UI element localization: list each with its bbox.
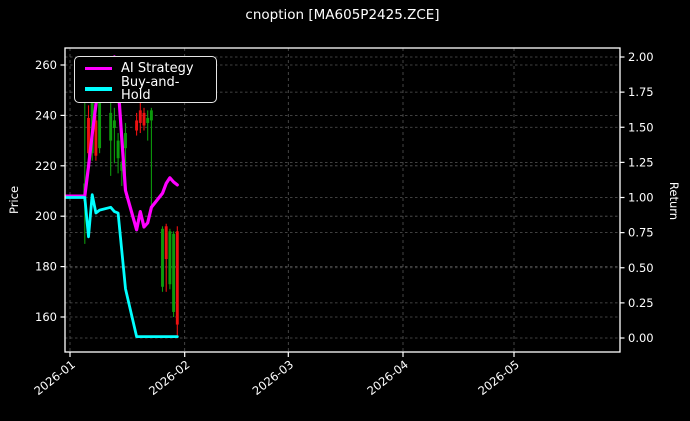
candle-body-down — [135, 120, 139, 131]
candle-body-down — [164, 226, 168, 260]
tick-label-price: 200 — [35, 209, 57, 223]
tick-label-return: 1.25 — [628, 155, 654, 169]
candle-body-up — [149, 110, 153, 121]
candle-body-up — [120, 163, 124, 171]
plot-border — [64, 47, 621, 353]
tick-label-return: 1.50 — [628, 120, 654, 134]
chart-title: cnoption [MA605P2425.ZCE] — [245, 7, 440, 23]
tick-label-price: 260 — [35, 58, 57, 72]
candle-body-up — [172, 233, 176, 312]
tick-label-return: 1.75 — [628, 85, 654, 99]
candle-body-up — [116, 140, 120, 159]
tick-label-price: 240 — [35, 108, 57, 122]
tick-label-month: 2026-05 — [475, 357, 521, 398]
tick-label-return: 0.00 — [628, 331, 654, 345]
candle-body-down — [142, 112, 146, 126]
legend-label-ai-strategy: AI Strategy — [121, 61, 194, 76]
buy-and-hold-line-swatch — [85, 87, 112, 91]
series-line-buy-and-hold — [64, 193, 179, 339]
tick-label-return: 2.00 — [628, 50, 654, 64]
legend-item-buy-and-hold: Buy-and-Hold — [85, 76, 206, 102]
candle-body-up — [124, 133, 127, 149]
candle-body-down — [138, 110, 142, 123]
tick-label-month: 2026-01 — [31, 357, 77, 398]
tick-label-month: 2026-04 — [364, 357, 410, 398]
return-axis-label: Return — [667, 181, 681, 221]
tick-label-price: 180 — [35, 260, 57, 274]
price-axis-label: Price — [7, 185, 21, 215]
ai-strategy-line-swatch — [85, 66, 112, 71]
tick-label-month: 2026-03 — [250, 357, 296, 398]
tick-label-return: 0.75 — [628, 226, 654, 240]
tick-label-return: 0.25 — [628, 296, 654, 310]
candle-body-down — [87, 117, 90, 154]
legend-label-buy-and-hold: Buy-and-Hold — [121, 75, 180, 103]
tick-label-price: 220 — [35, 159, 57, 173]
legend-item-ai-strategy: AI Strategy — [85, 61, 206, 76]
candle-body-up — [161, 228, 164, 287]
candle-body-up — [168, 231, 172, 285]
candle-body-up — [146, 117, 150, 123]
series-line-ai-strategy — [64, 55, 179, 232]
tick-label-month: 2026-02 — [146, 357, 192, 398]
tick-label-return: 1.00 — [628, 191, 654, 205]
candle-body-down — [94, 120, 98, 156]
candle-body-up — [98, 102, 102, 149]
candle-body-down — [175, 231, 179, 325]
tick-label-return: 0.50 — [628, 261, 654, 275]
candle-body-up — [112, 120, 116, 128]
legend: AI Strategy Buy-and-Hold — [74, 56, 217, 103]
candle-body-up — [109, 112, 113, 141]
tick-label-price: 160 — [35, 310, 57, 324]
